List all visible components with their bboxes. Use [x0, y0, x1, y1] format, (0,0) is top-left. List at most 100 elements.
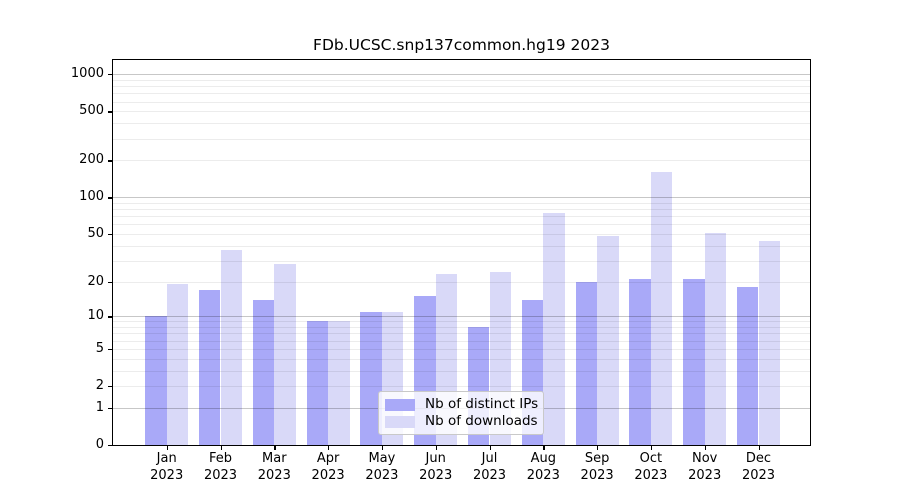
y-tick-mark [108, 445, 113, 447]
legend: Nb of distinct IPs Nb of downloads [378, 391, 544, 435]
bar-downloads-feb [220, 249, 243, 445]
y-tick-mark [108, 111, 113, 113]
legend-swatch-downloads [385, 415, 415, 428]
bar-downloads-oct [650, 172, 673, 445]
y-tick-label: 1000 [70, 66, 104, 82]
y-tick-label: 5 [95, 340, 104, 356]
x-tick-mark [489, 445, 491, 450]
gridline-minor [113, 111, 810, 113]
gridline-minor [113, 86, 810, 88]
gridline-minor [113, 358, 810, 360]
y-tick-label: 20 [87, 273, 104, 289]
legend-row-ips: Nb of distinct IPs [385, 396, 539, 413]
x-tick-mark [435, 445, 437, 450]
gridline-minor [113, 202, 810, 204]
bar-downloads-dec [758, 240, 781, 445]
legend-label-downloads: Nb of downloads [425, 413, 538, 429]
bar-downloads-sep [597, 236, 619, 445]
x-tick-mark [381, 445, 384, 450]
x-tick-label: Nov 2023 [688, 451, 722, 483]
y-tick-mark [108, 316, 113, 318]
x-tick-label: Sep 2023 [580, 451, 614, 483]
bar-ips-nov [683, 279, 705, 445]
bar-ips-oct [629, 279, 651, 445]
x-tick-mark [166, 445, 168, 450]
bar-ips-jan [145, 316, 167, 445]
gridline-minor [113, 101, 810, 103]
gridline-minor [113, 233, 810, 235]
y-tick-label: 10 [87, 308, 104, 324]
y-tick-label: 500 [79, 103, 104, 119]
bar-ips-apr [306, 321, 329, 445]
bar-downloads-jan [166, 284, 189, 445]
y-tick-label: 50 [87, 225, 104, 241]
gridline-minor [113, 216, 810, 218]
bar-downloads-mar [274, 264, 296, 445]
y-tick-label: 200 [79, 152, 104, 168]
gridline-major [113, 74, 810, 76]
y-tick-mark [108, 407, 113, 410]
bar-downloads-aug [543, 213, 565, 445]
bar-ips-feb [198, 289, 221, 445]
gridline-minor [113, 260, 810, 262]
gridline-minor [113, 386, 810, 387]
gridline-minor [113, 138, 810, 140]
y-tick-label: 1 [95, 399, 104, 415]
bar-downloads-apr [328, 321, 350, 445]
gridline-major [113, 316, 810, 318]
gridline-minor [113, 370, 810, 372]
y-tick-label: 2 [95, 378, 104, 393]
x-tick-mark [274, 445, 276, 450]
chart-title: FDb.UCSC.snp137common.hg19 2023 [313, 36, 610, 54]
gridline-minor [113, 245, 810, 247]
legend-label-distinct-ips: Nb of distinct IPs [425, 396, 539, 412]
x-tick-label: Feb 2023 [203, 451, 238, 483]
y-tick-mark [108, 281, 113, 283]
gridline-minor [113, 160, 810, 162]
x-tick-mark [758, 445, 760, 450]
x-tick-mark [220, 445, 222, 450]
x-tick-label: Jun 2023 [419, 451, 453, 483]
gridline-minor [113, 321, 810, 323]
y-tick-mark [108, 348, 113, 351]
x-tick-mark [704, 445, 706, 450]
bar-ips-dec [736, 286, 759, 445]
legend-swatch-distinct-ips [385, 398, 415, 411]
x-tick-label: Oct 2023 [634, 451, 668, 483]
gridline-minor [113, 93, 810, 95]
gridline-minor [113, 327, 810, 329]
gridline-minor [113, 209, 810, 211]
y-tick-mark [108, 233, 113, 236]
x-tick-mark [597, 445, 599, 450]
bar-ips-sep [575, 281, 598, 445]
y-tick-label: 0 [95, 437, 104, 452]
x-tick-label: May 2023 [365, 451, 399, 483]
y-tick-label: 100 [79, 189, 104, 205]
legend-row-downloads: Nb of downloads [385, 413, 538, 430]
x-tick-label: Jul 2023 [472, 451, 507, 483]
gridline-minor [113, 281, 810, 283]
y-tick-mark [108, 386, 113, 388]
bar-ips-may [360, 311, 382, 445]
y-tick-mark [108, 197, 113, 199]
gridline-minor [113, 123, 810, 125]
plot-area: Nb of distinct IPs Nb of downloads [112, 59, 811, 446]
x-tick-mark [328, 445, 330, 450]
gridline-minor [113, 340, 810, 342]
gridline-major [113, 197, 810, 199]
gridline-minor [113, 79, 810, 81]
gridline-minor [113, 348, 810, 350]
x-tick-label: Jan 2023 [150, 451, 184, 483]
y-tick-mark [108, 160, 113, 162]
x-tick-mark [543, 445, 545, 450]
x-tick-label: Aug 2023 [526, 451, 560, 483]
gridline-minor [113, 224, 810, 226]
bar-downloads-nov [704, 232, 727, 445]
y-tick-mark [108, 74, 113, 76]
gridline-minor [113, 333, 810, 335]
x-tick-label: Mar 2023 [257, 451, 291, 483]
x-tick-mark [650, 445, 653, 450]
x-tick-label: Apr 2023 [311, 451, 345, 483]
bar-ips-mar [252, 299, 275, 445]
